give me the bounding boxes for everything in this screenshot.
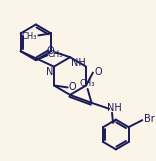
Text: N: N <box>46 67 54 77</box>
Text: CH₃: CH₃ <box>48 50 63 59</box>
Text: Br: Br <box>144 114 154 124</box>
Text: O: O <box>47 46 54 56</box>
Text: CH₃: CH₃ <box>22 32 37 41</box>
Text: O: O <box>69 82 76 92</box>
Text: NH: NH <box>71 58 86 68</box>
Text: O: O <box>94 67 102 77</box>
Text: NH: NH <box>107 103 121 113</box>
Text: CH₃: CH₃ <box>80 80 95 89</box>
